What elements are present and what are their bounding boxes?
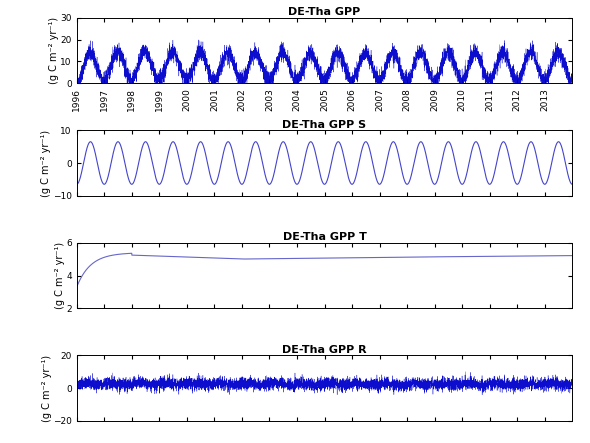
Title: DE-Tha GPP: DE-Tha GPP [289,7,360,17]
Title: DE-Tha GPP R: DE-Tha GPP R [282,345,367,355]
Y-axis label: (g C m⁻² yr⁻¹): (g C m⁻² yr⁻¹) [55,242,65,309]
Title: DE-Tha GPP T: DE-Tha GPP T [283,232,366,242]
Title: DE-Tha GPP S: DE-Tha GPP S [283,120,366,129]
Y-axis label: (g C m⁻² yr⁻¹): (g C m⁻² yr⁻¹) [41,354,51,422]
Y-axis label: (g C m⁻² yr⁻¹): (g C m⁻² yr⁻¹) [41,129,51,197]
Y-axis label: (g C m⁻² yr⁻¹): (g C m⁻² yr⁻¹) [49,17,59,84]
